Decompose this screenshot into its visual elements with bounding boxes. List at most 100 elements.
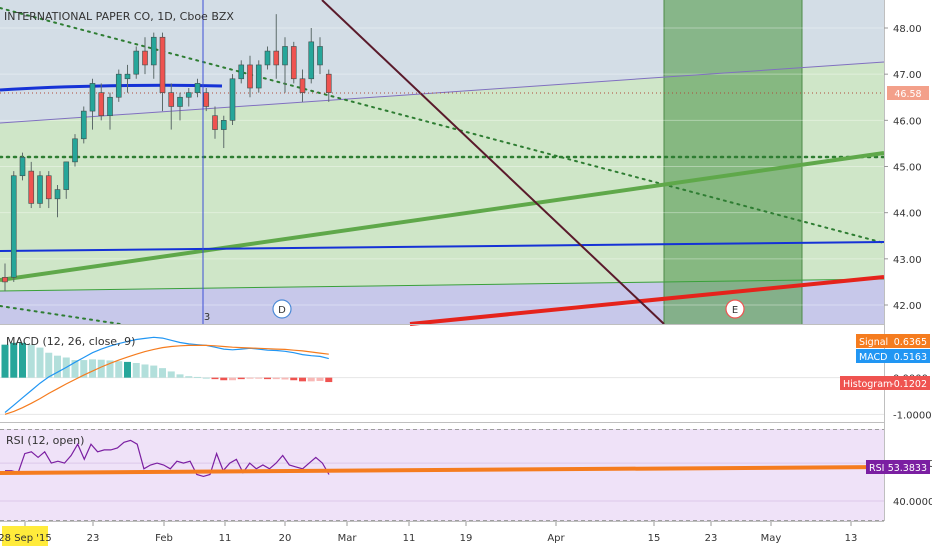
rsi-orange-trendline xyxy=(0,465,885,475)
price-tick-label: 43.00 xyxy=(893,255,922,266)
price-pane-title: INTERNATIONAL PAPER CO, 1D, Cboe BZX xyxy=(4,10,234,23)
candle-down xyxy=(159,36,166,93)
macd-histogram-bar xyxy=(36,347,44,378)
macd-pane-title: MACD (12, 26, close, 9) xyxy=(6,335,135,348)
histogram-value-tag xyxy=(840,376,930,390)
candlesticks xyxy=(2,14,332,292)
macd-histogram-bar xyxy=(237,377,245,380)
cursor-time-label: 3 xyxy=(204,312,210,323)
macd-histogram-bar xyxy=(97,359,105,378)
candle-up xyxy=(238,64,245,80)
macd-histogram-bar xyxy=(132,363,140,378)
candle-down xyxy=(299,78,306,93)
macd-histogram-bar xyxy=(176,374,184,378)
blue-support-line xyxy=(0,241,885,252)
time-axis: 28 Sep '15 23 Feb 11 20 Mar 11 19 Apr 15 23 May 13 xyxy=(0,522,857,546)
macd-histogram-bar xyxy=(185,376,193,378)
macd-tick-label: -1.0000 xyxy=(893,410,932,421)
time-tick-label: 23 xyxy=(705,533,718,544)
macd-histogram-bar xyxy=(246,377,254,379)
macd-histogram-bar xyxy=(45,352,53,378)
macd-histogram-bar xyxy=(299,377,306,382)
macd-histogram-bar xyxy=(54,355,61,378)
candle-down xyxy=(325,73,332,93)
macd-histogram-bar xyxy=(150,365,158,378)
candle-up xyxy=(264,50,271,66)
candle-up xyxy=(115,73,122,98)
last-price-tag xyxy=(887,86,929,100)
event-marker-e-label: E xyxy=(732,305,738,316)
event-marker-d[interactable] xyxy=(272,299,292,319)
candle-up xyxy=(80,110,87,140)
candle-down xyxy=(273,50,280,66)
candle-up xyxy=(177,96,183,107)
signal-value-tag xyxy=(856,334,930,348)
macd-histogram-bar xyxy=(272,377,280,380)
candle-down xyxy=(142,50,148,66)
rsi-tick-label: 40.0000 xyxy=(893,497,932,508)
macd-histogram-bar xyxy=(115,361,123,378)
time-tick-label: Apr xyxy=(547,533,565,544)
macd-histogram-bar xyxy=(71,360,79,378)
maroon-descending-trendline xyxy=(321,0,665,325)
macd-histogram-bar xyxy=(264,377,271,380)
macd-histogram xyxy=(1,342,333,383)
event-marker-e[interactable] xyxy=(725,299,745,319)
macd-histogram-bar xyxy=(10,342,18,378)
macd-histogram-bar xyxy=(80,360,88,378)
candle-up xyxy=(72,138,78,163)
price-tick-label: 42.00 xyxy=(893,301,922,312)
candle-down xyxy=(45,175,52,200)
red-ascending-trendline xyxy=(409,275,885,326)
macd-histogram-bar xyxy=(281,377,289,380)
rsi-tag-value: 53.3833 xyxy=(888,463,927,474)
rsi-grid xyxy=(0,462,884,502)
channel-upper-line xyxy=(0,61,885,124)
candle-up xyxy=(19,156,26,177)
macd-line xyxy=(4,336,329,413)
candle-up xyxy=(255,64,262,89)
candle-up xyxy=(63,161,70,190)
macd-histogram-bar xyxy=(202,377,210,379)
macd-histogram-bar xyxy=(106,360,114,378)
highlight-time-zone xyxy=(664,0,802,324)
time-tick-label: Feb xyxy=(155,533,173,544)
time-tick-label: May xyxy=(761,533,782,544)
dotted-lower-trendline xyxy=(0,305,121,325)
candle-up xyxy=(54,189,61,200)
macd-histogram-bar xyxy=(159,368,166,378)
candle-down xyxy=(290,46,297,80)
candle-up xyxy=(133,50,140,75)
candle-down xyxy=(28,170,35,204)
candle-up xyxy=(220,120,227,130)
price-tick-label: 45.00 xyxy=(893,163,922,174)
macd-histogram-bar xyxy=(89,359,96,378)
candle-up xyxy=(150,36,157,66)
event-marker-d-label: D xyxy=(278,305,286,316)
signal-tag-value: 0.6365 xyxy=(894,337,927,348)
macd-tag-value: 0.5163 xyxy=(894,352,927,363)
candle-up xyxy=(10,175,17,278)
green-ascending-trendline xyxy=(0,151,885,282)
candle-up xyxy=(282,46,288,66)
time-tick-label: 23 xyxy=(87,533,100,544)
macd-histogram-bar xyxy=(307,377,315,382)
price-tick-label: 47.00 xyxy=(893,70,922,81)
time-cursor-label-box xyxy=(2,526,48,546)
macd-histogram-bar xyxy=(141,364,149,378)
histogram-tag-name: Histogram xyxy=(843,379,892,390)
time-tick-label: 13 xyxy=(845,533,858,544)
time-tick-label: Mar xyxy=(338,533,358,544)
candle-up xyxy=(317,46,323,66)
price-tick-label: 48.00 xyxy=(893,24,922,35)
macd-histogram-bar xyxy=(1,344,9,378)
candle-up xyxy=(308,41,315,80)
candle-up xyxy=(107,96,113,117)
candle-up xyxy=(185,92,192,98)
candle-down xyxy=(98,92,105,117)
candle-up xyxy=(37,175,43,204)
candle-down xyxy=(247,64,253,89)
violet-lower-zone xyxy=(0,279,884,324)
macd-tag-name: MACD xyxy=(859,352,887,363)
